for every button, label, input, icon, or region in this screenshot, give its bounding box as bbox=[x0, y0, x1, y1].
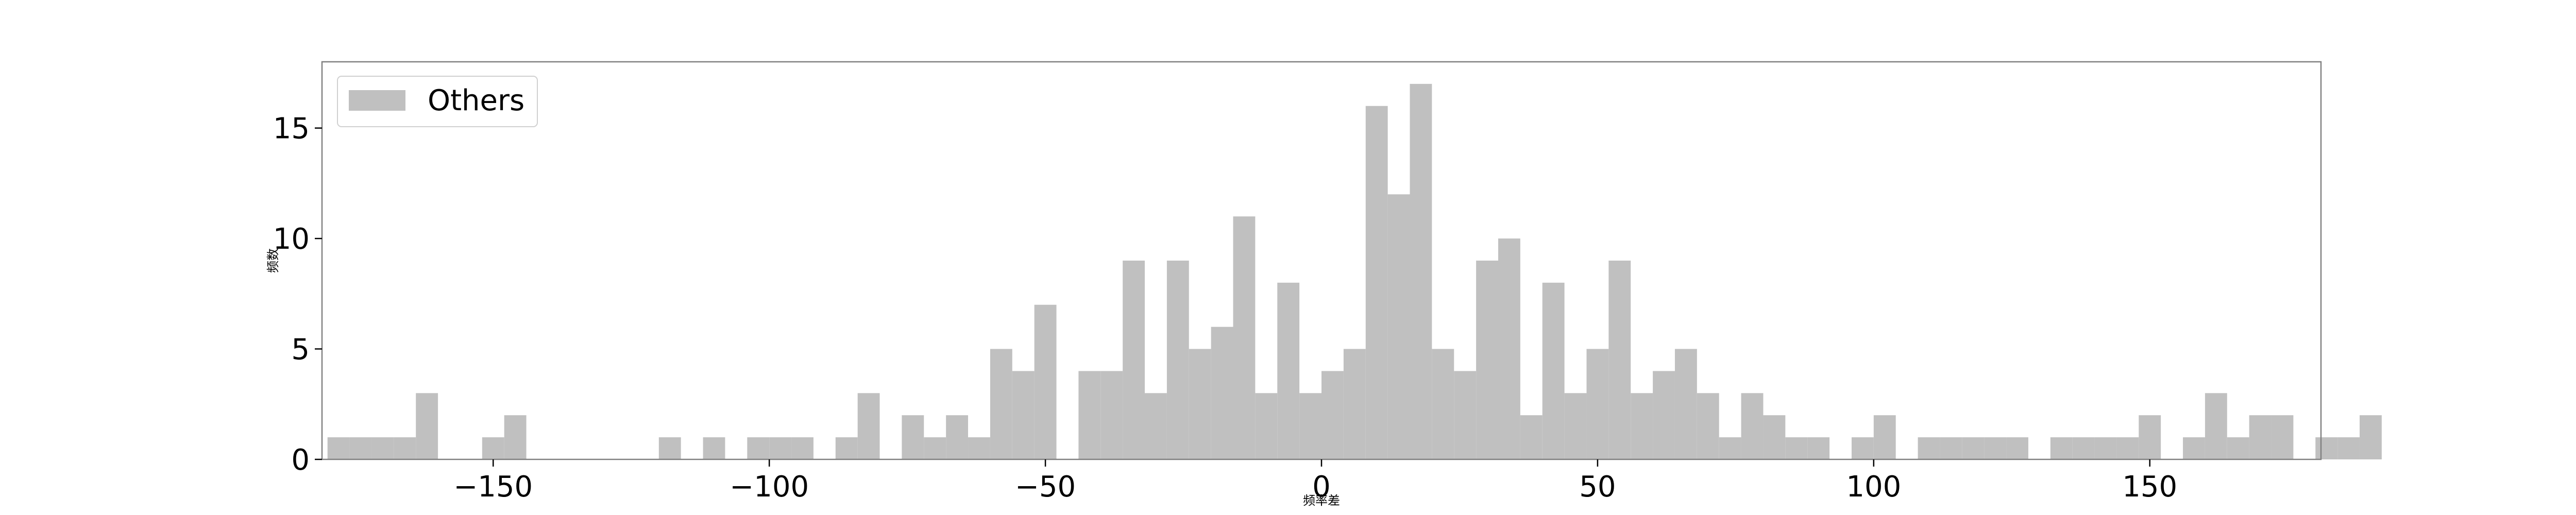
histogram-bar bbox=[902, 415, 924, 459]
histogram-bar bbox=[1100, 371, 1123, 459]
histogram-bar bbox=[394, 437, 416, 459]
histogram-bar bbox=[2094, 437, 2117, 459]
histogram-bar bbox=[1653, 371, 1675, 459]
histogram-bar bbox=[2249, 415, 2272, 459]
histogram-bar bbox=[1145, 393, 1167, 459]
histogram-bar bbox=[1255, 393, 1278, 459]
histogram-bar bbox=[1454, 371, 1477, 459]
histogram-bar bbox=[1697, 393, 1719, 459]
histogram-bar bbox=[1365, 106, 1388, 459]
histogram-bar bbox=[1387, 194, 1410, 459]
histogram-bar bbox=[1873, 415, 1896, 459]
x-tick-label: −150 bbox=[453, 470, 533, 504]
x-axis-label: 频率差 bbox=[1303, 493, 1340, 508]
y-tick-label: 5 bbox=[291, 333, 310, 367]
histogram-bar bbox=[2337, 437, 2360, 459]
histogram-bar bbox=[2360, 415, 2382, 459]
histogram-bar bbox=[1586, 349, 1609, 459]
x-tick-label: 0 bbox=[1312, 470, 1331, 504]
histogram-bar bbox=[2315, 437, 2338, 459]
histogram-bar bbox=[2006, 437, 2028, 459]
histogram-bar bbox=[968, 437, 990, 459]
histogram-bar bbox=[769, 437, 792, 459]
histogram-bar bbox=[1476, 261, 1498, 459]
histogram-bar bbox=[2227, 437, 2249, 459]
histogram-bar bbox=[1432, 349, 1454, 459]
histogram-bar bbox=[2072, 437, 2095, 459]
histogram-bar bbox=[327, 437, 350, 459]
histogram-bar bbox=[1321, 371, 1344, 459]
histogram-bar bbox=[1962, 437, 1985, 459]
histogram-bar bbox=[1719, 437, 1741, 459]
x-axis-ticks: −150 −100 −50 0 50 100 150 bbox=[453, 459, 2177, 504]
histogram-bar bbox=[2271, 415, 2294, 459]
histogram-bar bbox=[1608, 261, 1631, 459]
histogram-bar bbox=[504, 415, 527, 459]
histogram-bar bbox=[1166, 261, 1189, 459]
histogram-bar bbox=[1741, 393, 1764, 459]
histogram-bar bbox=[791, 437, 814, 459]
legend-swatch-others bbox=[349, 90, 405, 111]
x-tick-label: 100 bbox=[1846, 470, 1901, 504]
x-tick-label: −100 bbox=[730, 470, 809, 504]
histogram-bar bbox=[1674, 349, 1697, 459]
bars-group bbox=[327, 83, 2382, 459]
histogram-bar bbox=[2205, 393, 2227, 459]
histogram-bar bbox=[703, 437, 725, 459]
histogram-bar bbox=[1034, 304, 1057, 459]
histogram-bar bbox=[1564, 393, 1587, 459]
legend-label-others: Others bbox=[428, 84, 524, 117]
histogram-bar bbox=[1299, 393, 1321, 459]
histogram-bar bbox=[1189, 349, 1211, 459]
y-axis-label: 频数 bbox=[266, 248, 280, 273]
histogram-bar bbox=[482, 437, 504, 459]
histogram-bar bbox=[2183, 437, 2205, 459]
y-axis-ticks: 0 5 10 15 bbox=[273, 112, 322, 477]
histogram-bar bbox=[371, 437, 394, 459]
y-tick-label: 15 bbox=[273, 112, 310, 146]
histogram-bar bbox=[1807, 437, 1830, 459]
histogram-bar bbox=[1918, 437, 1940, 459]
histogram-bar bbox=[835, 437, 858, 459]
x-tick-label: 50 bbox=[1579, 470, 1616, 504]
histogram-bar bbox=[1078, 371, 1101, 459]
histogram-bar bbox=[2116, 437, 2139, 459]
histogram-bar bbox=[747, 437, 770, 459]
histogram-bar bbox=[1498, 238, 1520, 459]
histogram-bar bbox=[1211, 327, 1233, 459]
histogram-bar bbox=[1343, 349, 1366, 459]
histogram-bar bbox=[1940, 437, 1962, 459]
legend: Others bbox=[337, 76, 538, 127]
histogram-bar bbox=[2139, 415, 2161, 459]
histogram-bar bbox=[1984, 437, 2007, 459]
histogram-bar bbox=[1012, 371, 1035, 459]
histogram-bar bbox=[416, 393, 438, 459]
histogram-bar bbox=[2050, 437, 2073, 459]
histogram-bar bbox=[349, 437, 372, 459]
x-tick-label: −50 bbox=[1015, 470, 1076, 504]
histogram-bar bbox=[1763, 415, 1786, 459]
histogram-bar bbox=[946, 415, 969, 459]
histogram-bar bbox=[658, 437, 681, 459]
histogram-bar bbox=[990, 349, 1012, 459]
histogram-bar bbox=[924, 437, 946, 459]
y-tick-label: 10 bbox=[273, 222, 310, 256]
histogram-bar bbox=[1277, 282, 1300, 459]
y-tick-label: 0 bbox=[291, 443, 310, 477]
histogram-bar bbox=[1851, 437, 1874, 459]
histogram-bar bbox=[1410, 83, 1432, 459]
legend-box bbox=[337, 76, 538, 127]
histogram-bar bbox=[1520, 415, 1543, 459]
histogram-bar bbox=[1785, 437, 1808, 459]
histogram-bar bbox=[1542, 282, 1565, 459]
histogram-bar bbox=[1123, 261, 1145, 459]
histogram-bar bbox=[1631, 393, 1653, 459]
x-tick-label: 150 bbox=[2122, 470, 2177, 504]
histogram-bar bbox=[857, 393, 880, 459]
histogram-bar bbox=[1233, 216, 1256, 459]
